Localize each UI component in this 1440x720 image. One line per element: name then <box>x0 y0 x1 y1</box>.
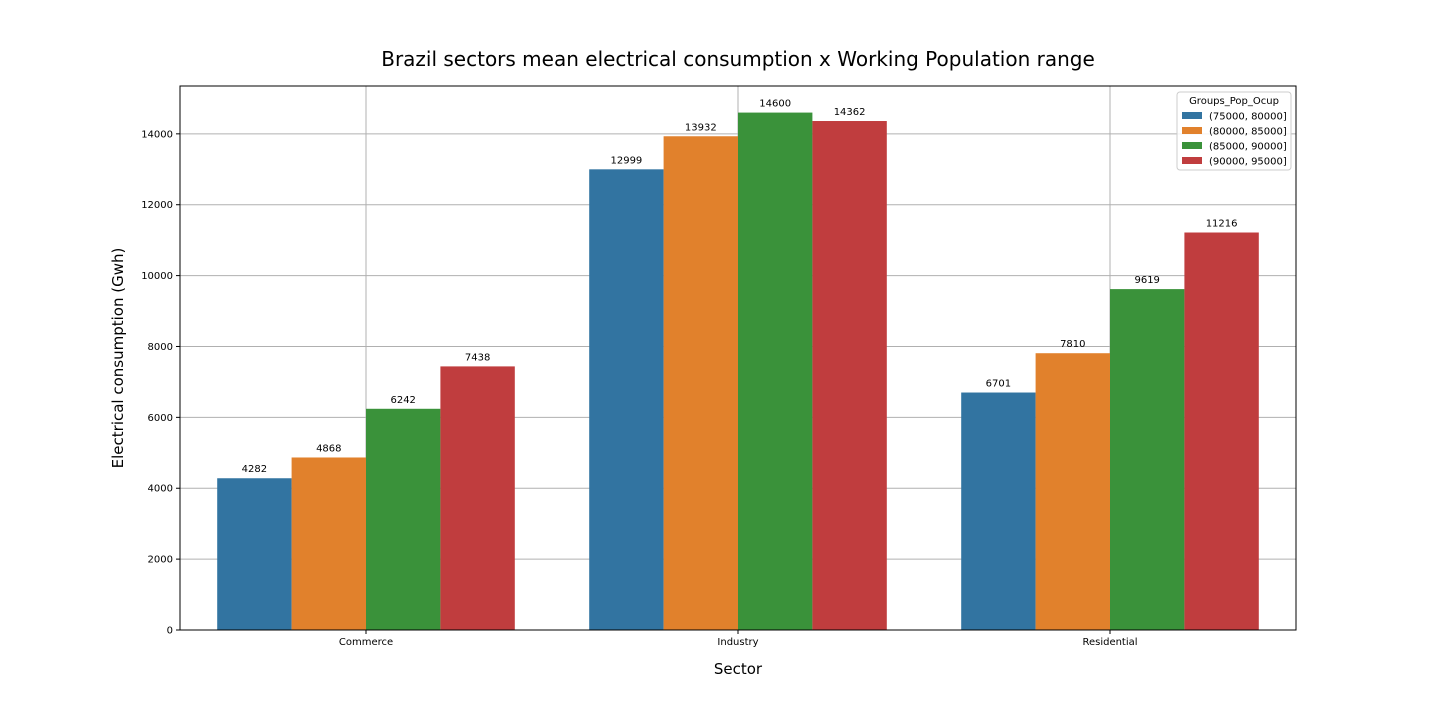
x-tick-label: Commerce <box>339 637 393 648</box>
bar-value-label: 4868 <box>316 443 341 454</box>
bar <box>961 392 1036 630</box>
y-tick-label: 0 <box>167 626 173 637</box>
bar <box>1035 353 1110 630</box>
legend-entry-label: (80000, 85000] <box>1209 127 1287 138</box>
x-axis-label: Sector <box>714 660 763 678</box>
legend-entry-label: (75000, 80000] <box>1209 112 1287 123</box>
bar <box>589 169 664 630</box>
bar-value-label: 6242 <box>390 395 415 406</box>
x-tick-label: Residential <box>1082 637 1137 648</box>
bar-value-label: 14600 <box>759 99 791 110</box>
legend-swatch <box>1182 142 1202 149</box>
y-tick-label: 6000 <box>148 413 173 424</box>
bar <box>217 478 292 630</box>
legend-swatch <box>1182 112 1202 119</box>
bar-value-label: 12999 <box>610 155 642 166</box>
y-ticks: 0 2000 4000 6000 8000 10000 12000 14000 <box>141 129 180 637</box>
bar-value-label: 4282 <box>242 464 267 475</box>
y-tick-label: 14000 <box>141 129 173 140</box>
bar <box>291 457 366 630</box>
bar <box>1184 232 1259 631</box>
bar <box>738 112 813 630</box>
y-tick-label: 4000 <box>148 484 173 495</box>
legend-box <box>1176 91 1292 171</box>
bar <box>812 121 887 630</box>
y-axis-label: Electrical consumption (Gwh) <box>109 248 127 469</box>
legend-entry-label: (85000, 90000] <box>1209 142 1287 153</box>
y-tick-label: 8000 <box>148 342 173 353</box>
legend-swatch <box>1182 157 1202 164</box>
y-tick-label: 10000 <box>141 271 173 282</box>
bar-value-label: 11216 <box>1206 219 1238 230</box>
bar-value-label: 7438 <box>465 352 490 363</box>
bar <box>663 136 738 631</box>
x-tick-label: Industry <box>717 637 758 648</box>
legend-title: Groups_Pop_Ocup <box>1189 96 1279 107</box>
y-tick-label: 12000 <box>141 200 173 211</box>
bar-value-label: 9619 <box>1134 275 1159 286</box>
bar-value-label: 6701 <box>986 379 1011 390</box>
bars <box>217 112 1259 631</box>
bar-value-label: 14362 <box>834 107 866 118</box>
legend: Groups_Pop_Ocup (75000, 80000] (80000, 85… <box>1176 91 1292 171</box>
bar-value-label: 7810 <box>1060 339 1085 350</box>
bar-value-label: 13932 <box>685 122 717 133</box>
chart-title: Brazil sectors mean electrical consumpti… <box>381 47 1095 71</box>
bar <box>440 366 515 630</box>
bar <box>1110 289 1185 630</box>
bar <box>366 408 441 630</box>
legend-entry-label: (90000, 95000] <box>1209 157 1287 168</box>
legend-swatch <box>1182 127 1202 134</box>
x-ticks: Commerce Industry Residential <box>339 630 1138 648</box>
y-tick-label: 2000 <box>148 555 173 566</box>
bar-labels: 4282 12999 6701 4868 13932 7810 6242 14600 9619 7… <box>242 99 1238 476</box>
